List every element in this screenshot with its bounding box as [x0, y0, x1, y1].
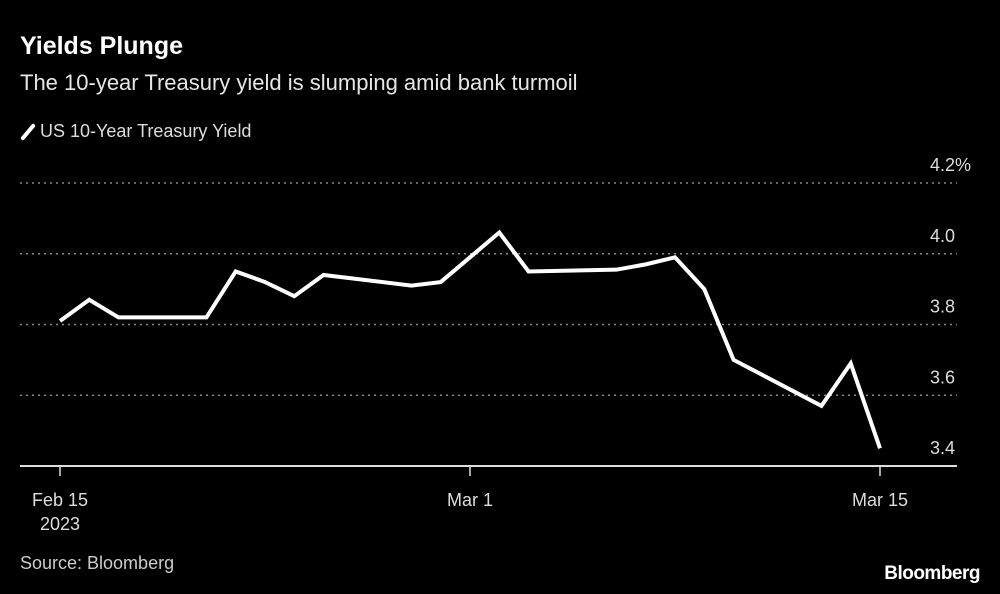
x-tick-label: Mar 1	[447, 490, 493, 510]
y-tick-label: 3.4	[930, 438, 955, 458]
x-tick-label: Feb 15	[32, 490, 88, 510]
chart-subtitle: The 10-year Treasury yield is slumping a…	[20, 70, 578, 95]
series-line	[58, 229, 882, 449]
source-note: Source: Bloomberg	[20, 553, 175, 573]
y-tick-label: 4.2%	[930, 155, 971, 175]
y-tick-label: 3.8	[930, 297, 955, 317]
y-tick-label: 3.6	[930, 367, 955, 387]
x-tick-sublabel: 2023	[40, 514, 80, 534]
legend: US 10-Year Treasury Yield	[20, 121, 251, 142]
chart-title: Yields Plunge	[20, 32, 184, 60]
bloomberg-logo: Bloomberg	[884, 563, 980, 584]
legend-label: US 10-Year Treasury Yield	[40, 121, 252, 141]
x-tick-label: Mar 15	[852, 490, 908, 510]
y-tick-label: 4.0	[930, 226, 955, 246]
